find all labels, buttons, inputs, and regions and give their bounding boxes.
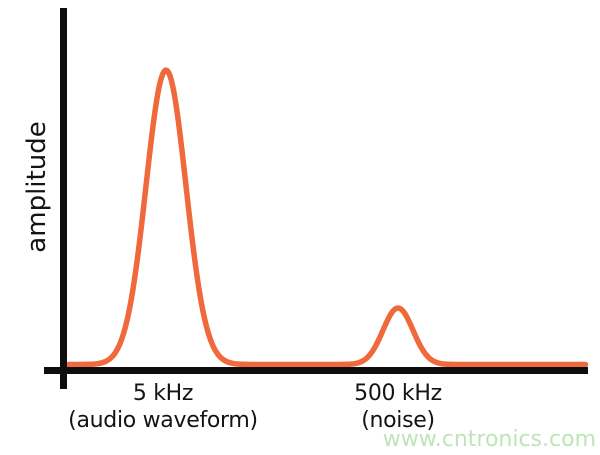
spectrum-curve <box>65 67 589 368</box>
y-axis <box>60 8 67 389</box>
watermark: www.cntronics.com <box>382 427 596 452</box>
x-tick-noise-frequency: 500 kHz <box>354 381 442 406</box>
x-tick-audio-caption: (audio waveform) <box>68 408 258 433</box>
x-tick-audio-frequency: 5 kHz <box>132 381 194 406</box>
y-axis-label: amplitude <box>22 121 52 253</box>
x-tick-audio: 5 kHz (audio waveform) <box>68 380 258 434</box>
x-tick-noise: 500 kHz (noise) <box>354 380 442 434</box>
x-tick-noise-caption: (noise) <box>361 408 435 433</box>
x-axis <box>44 367 588 374</box>
